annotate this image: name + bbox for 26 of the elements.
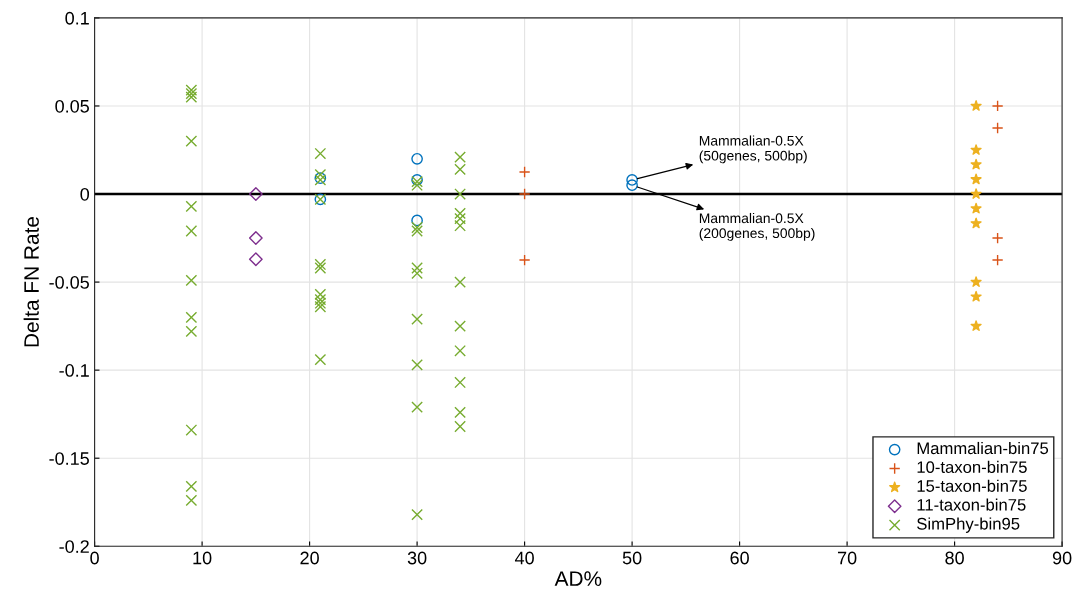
y-tick-label: 0.1 xyxy=(65,11,89,25)
x-tick-label: 80 xyxy=(945,551,964,565)
x-tick-label: 0 xyxy=(90,551,99,565)
x-tick-label: 50 xyxy=(622,551,642,565)
x-tick-label: 70 xyxy=(837,551,857,565)
x-tick-label: 20 xyxy=(300,551,319,565)
x-tick-label: 90 xyxy=(1052,551,1072,565)
y-tick-label: -0.1 xyxy=(59,364,89,377)
y-tick-label: -0.2 xyxy=(59,540,89,553)
legend-label: 10-taxon-bin75 xyxy=(917,460,1027,474)
y-axis-title: Delta FN Rate xyxy=(23,217,39,347)
x-axis-title: AD% xyxy=(554,571,602,586)
x-tick-label: 40 xyxy=(514,551,534,565)
annotation: Mammalian-0.5X (50genes, 500bp) xyxy=(699,135,807,164)
y-tick-label: 0 xyxy=(80,187,90,201)
x-tick-label: 10 xyxy=(193,551,212,565)
x-tick-label: 60 xyxy=(730,551,749,565)
legend-label: 15-taxon-bin75 xyxy=(917,479,1027,492)
x-tick-label: 30 xyxy=(407,551,427,565)
legend-label: 11-taxon-bin75 xyxy=(917,498,1026,511)
annotation: Mammalian-0.5X (200genes, 500bp) xyxy=(699,212,815,241)
legend-label: Mammalian-bin75 xyxy=(917,441,1049,455)
y-tick-label: -0.15 xyxy=(49,452,89,465)
y-tick-label: 0.05 xyxy=(55,99,89,113)
legend-label: SimPhy-bin95 xyxy=(917,517,1020,533)
y-tick-label: -0.05 xyxy=(49,276,89,289)
